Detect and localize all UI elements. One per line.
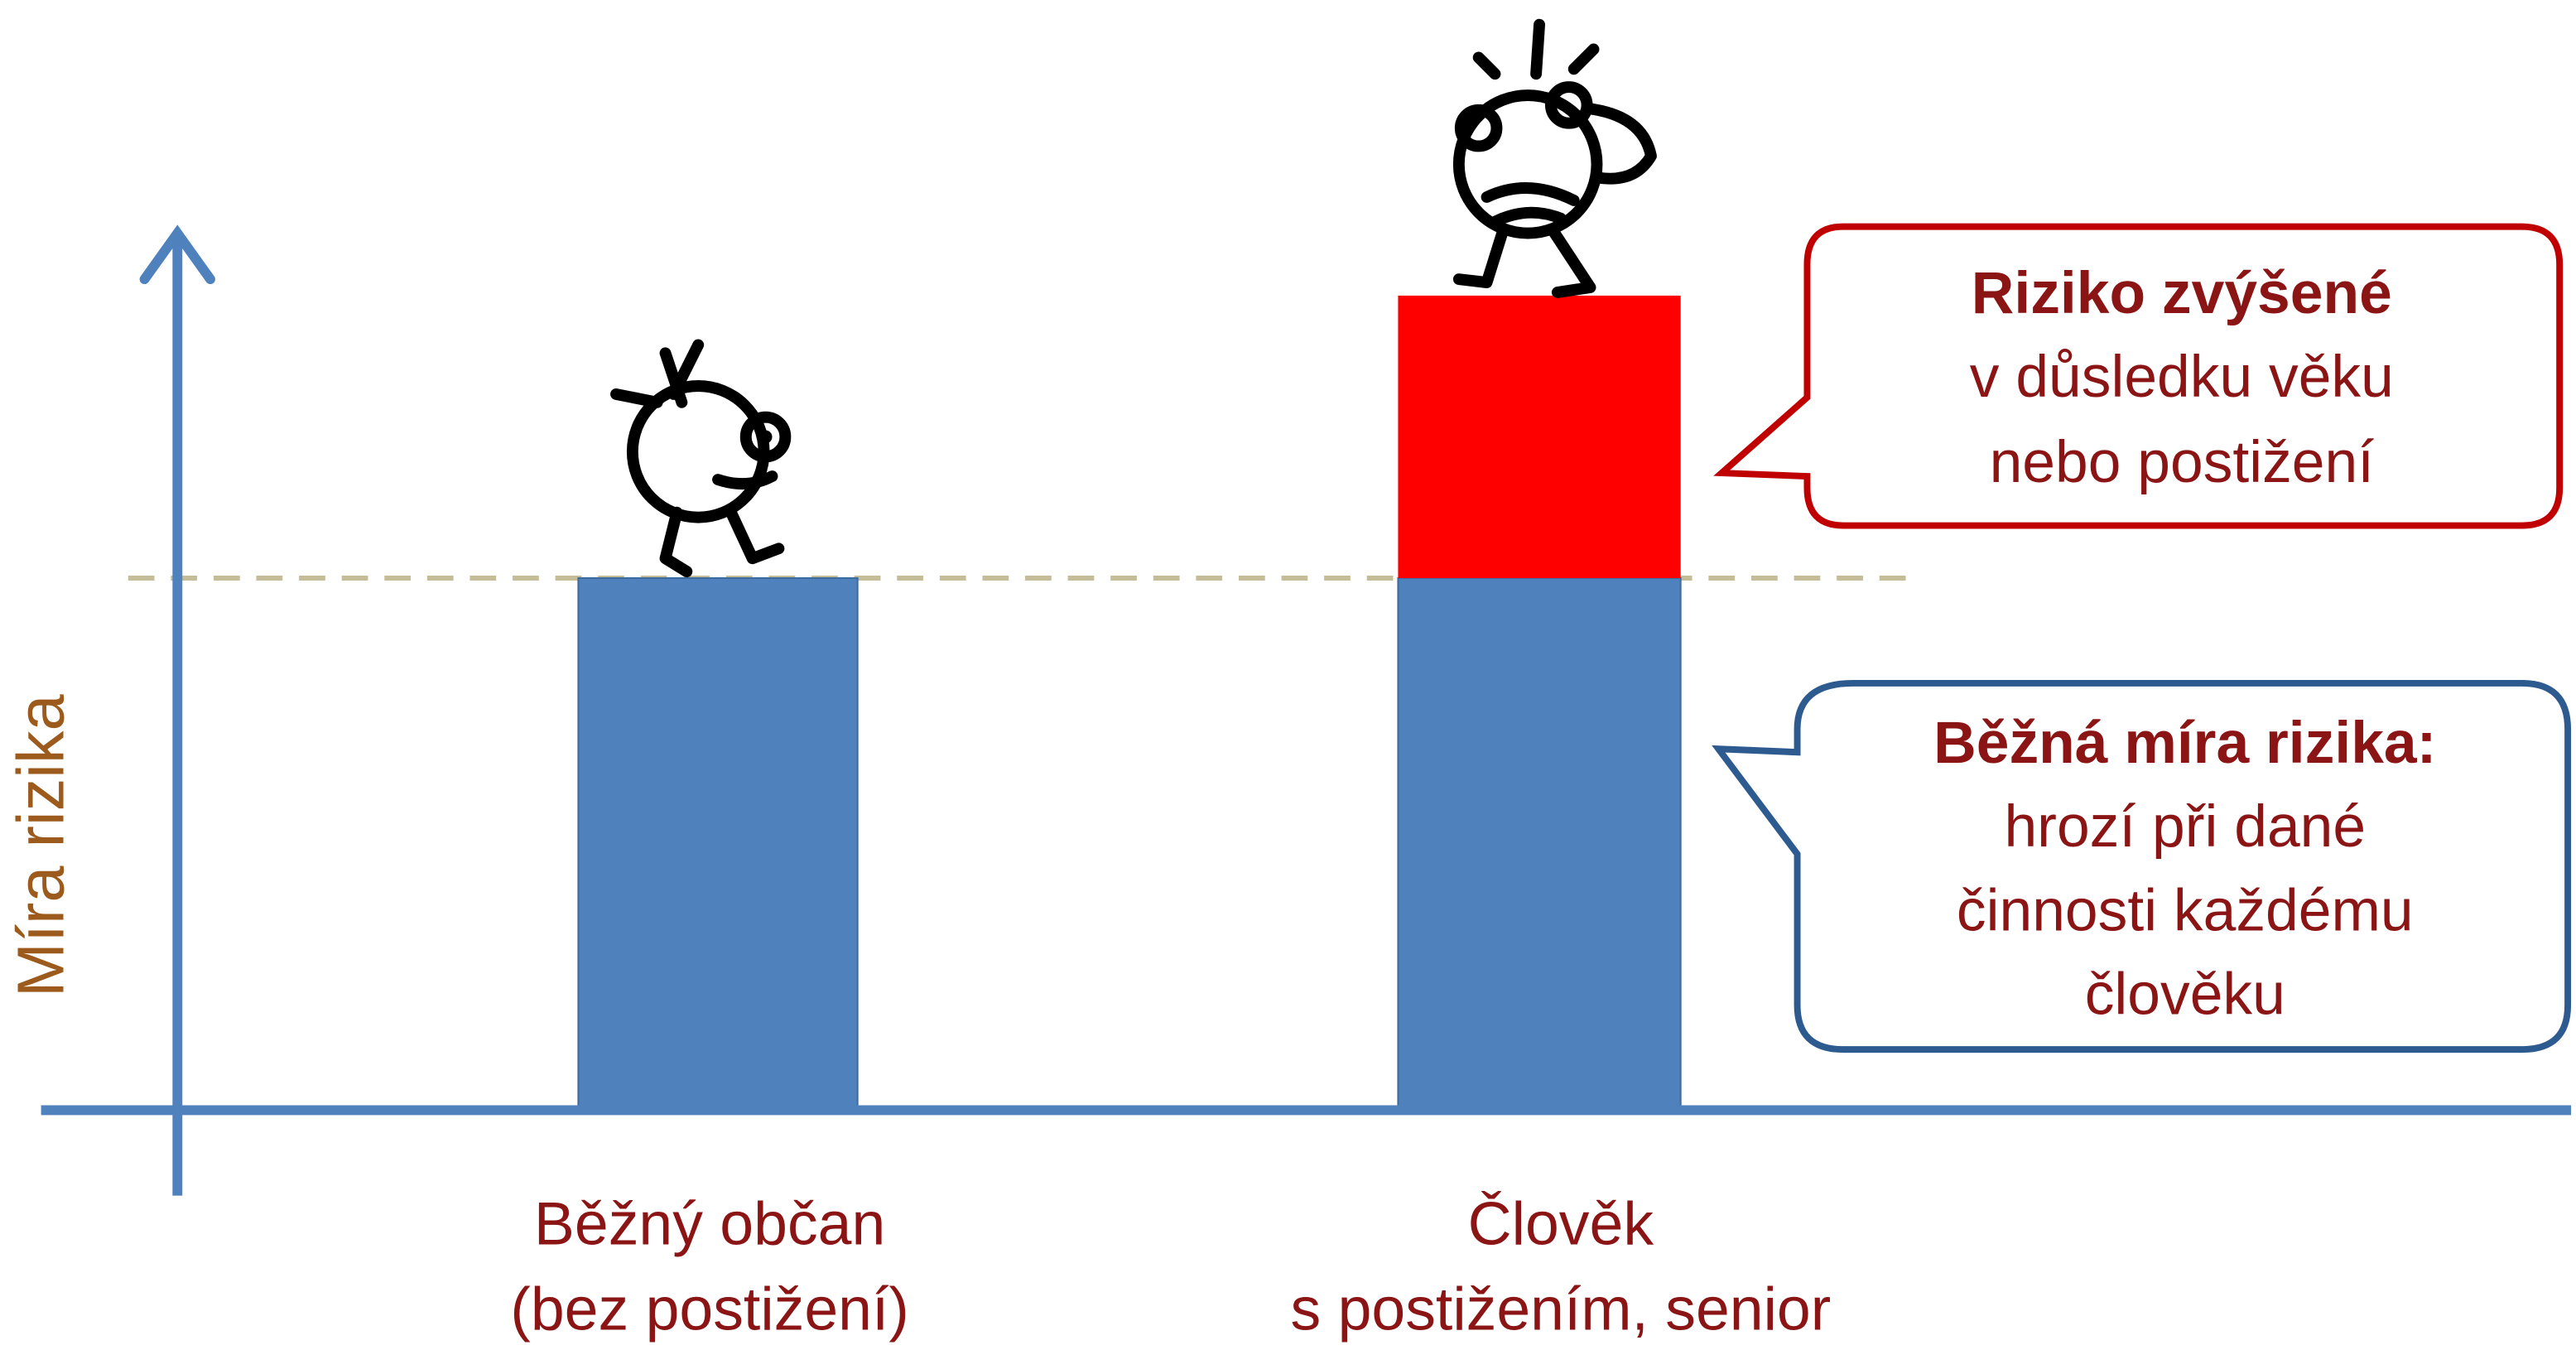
- bar-common-risk: [578, 578, 857, 1107]
- figure-worried: [1459, 25, 1651, 292]
- callout-text: hrozí při dané: [2004, 793, 2366, 860]
- page: {"axis": {"y_label": "Míra rizika"}, "ca…: [0, 0, 2576, 1350]
- bar-increased-risk: [1398, 296, 1680, 578]
- category-label: (bez postižení): [510, 1275, 908, 1343]
- diagram: Míra rizika Běžný občan (bez postižení) …: [0, 0, 2576, 1350]
- figure-calm: [616, 345, 785, 571]
- callout-text: nebo postižení: [1990, 429, 2375, 495]
- callout-title: Běžná míra rizika:: [1933, 710, 2436, 776]
- callout-text: v důsledku věku: [1970, 344, 2394, 410]
- y-axis-label: Míra rizika: [3, 693, 77, 997]
- bar-common-risk: [1398, 578, 1680, 1107]
- callout-title: Riziko zvýšené: [1972, 260, 2392, 326]
- category-label: s postižením, senior: [1291, 1275, 1832, 1343]
- category-label: Člověk: [1468, 1190, 1654, 1258]
- callout-text: člověku: [2085, 962, 2285, 1028]
- callout-text: činnosti každému: [1957, 877, 2414, 943]
- category-label: Běžný občan: [534, 1190, 885, 1258]
